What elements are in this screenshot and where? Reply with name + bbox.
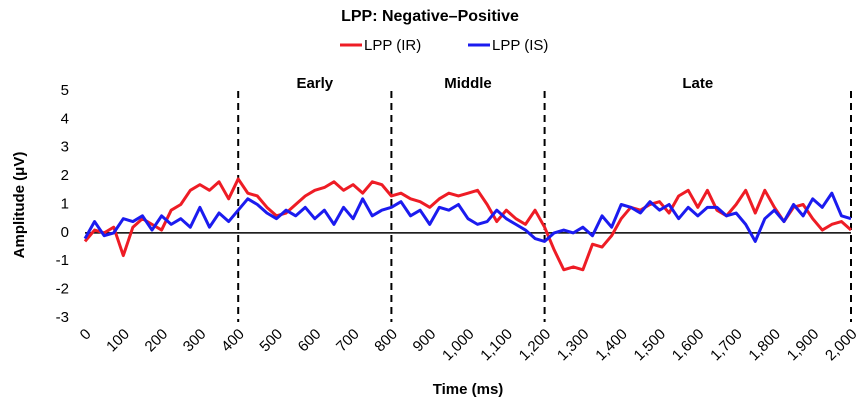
y-axis-label: Amplitude (μV) (11, 152, 28, 259)
y-tick-label: 5 (61, 82, 69, 99)
x-tick-label: 0 (77, 326, 95, 344)
x-tick-label: 900 (410, 326, 440, 356)
x-tick-label: 200 (142, 326, 172, 356)
x-tick-label: 1,900 (784, 326, 823, 365)
x-tick-label: 1,400 (592, 326, 631, 365)
phase-label: Middle (444, 75, 492, 92)
x-tick-label: 500 (256, 326, 286, 356)
x-tick-label: 400 (218, 326, 248, 356)
x-tick-label: 1,300 (554, 326, 593, 365)
y-tick-label: 1 (61, 195, 69, 212)
x-tick-label: 1,000 (439, 326, 478, 365)
x-tick-label: 2,000 (822, 326, 859, 365)
phase-label: Late (682, 75, 713, 92)
x-tick-label: 1,700 (707, 326, 746, 365)
chart-title: LPP: Negative–Positive (341, 8, 519, 25)
x-tick-label: 1,800 (745, 326, 784, 365)
data-line (83, 177, 852, 272)
legend-label: LPP (IR) (364, 37, 421, 54)
y-tick-label: 2 (61, 167, 69, 184)
x-tick-label: 1,600 (669, 326, 708, 365)
x-tick-label: 800 (371, 326, 401, 356)
y-tick-label: -2 (56, 281, 69, 298)
data-line (83, 191, 852, 243)
x-tick-label: 1,100 (477, 326, 516, 365)
x-tick-label: 100 (103, 326, 133, 356)
y-tick-label: -1 (56, 252, 69, 269)
x-tick-label: 700 (333, 326, 363, 356)
y-tick-label: -3 (56, 309, 69, 326)
x-axis-label: Time (ms) (433, 381, 504, 398)
x-tick-label: 1,500 (631, 326, 670, 365)
y-tick-label: 0 (61, 224, 69, 241)
y-tick-label: 4 (61, 110, 69, 127)
x-tick-label: 300 (180, 326, 210, 356)
phase-label: Early (296, 75, 333, 92)
y-tick-label: 3 (61, 139, 69, 156)
x-tick-label: 600 (295, 326, 325, 356)
x-tick-label: 1,200 (516, 326, 555, 365)
legend-label: LPP (IS) (492, 37, 548, 54)
